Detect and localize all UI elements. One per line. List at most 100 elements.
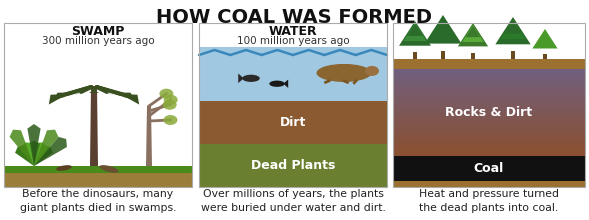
Bar [4,166,192,173]
Bar [199,23,387,47]
Bar [393,68,585,72]
Text: Dead Plants: Dead Plants [251,159,335,172]
Bar [393,100,585,104]
Bar [393,181,585,187]
Bar [393,141,585,144]
Polygon shape [21,142,34,166]
Polygon shape [90,86,98,166]
Bar [393,94,585,98]
Ellipse shape [316,64,372,82]
Ellipse shape [160,89,173,99]
Polygon shape [458,23,488,46]
Text: SWAMP: SWAMP [71,25,125,38]
Polygon shape [536,31,554,45]
Polygon shape [539,31,551,41]
Bar [393,152,585,156]
Bar [393,80,585,84]
Text: Over millions of years, the plants
were buried under water and dirt.: Over millions of years, the plants were … [201,189,385,213]
Bar [199,47,387,101]
Ellipse shape [100,165,119,173]
Bar [393,74,585,78]
Polygon shape [34,145,53,166]
Bar [413,52,417,59]
Bar [471,53,475,59]
Polygon shape [74,90,85,95]
Ellipse shape [164,95,178,105]
Bar [543,54,547,59]
Polygon shape [430,18,456,38]
Bar [393,135,585,139]
Bar [393,156,585,181]
Bar [441,51,445,59]
Polygon shape [462,25,484,42]
Polygon shape [34,137,67,166]
Bar [393,91,585,95]
Polygon shape [52,93,71,101]
Bar [393,132,585,136]
Ellipse shape [163,100,177,110]
Polygon shape [111,91,127,98]
Text: HOW COAL WAS FORMED: HOW COAL WAS FORMED [157,8,432,27]
Polygon shape [495,17,531,44]
Ellipse shape [365,66,379,76]
Polygon shape [121,94,139,104]
Text: 100 million years ago: 100 million years ago [237,36,349,46]
Polygon shape [408,24,423,36]
Ellipse shape [56,165,72,171]
Polygon shape [425,15,461,44]
Text: Heat and pressure turned
the dead plants into coal.: Heat and pressure turned the dead plants… [419,189,559,213]
Bar [393,126,585,130]
Bar [393,88,585,92]
Polygon shape [28,124,41,166]
Bar [393,106,585,110]
Bar [393,103,585,107]
Text: Rocks & Dirt: Rocks & Dirt [445,106,532,119]
Bar [393,123,585,127]
Polygon shape [15,145,34,166]
Bar [393,129,585,133]
Polygon shape [532,29,558,48]
Bar [393,149,585,153]
Polygon shape [103,90,114,95]
Bar [393,59,585,69]
Polygon shape [403,23,426,41]
Polygon shape [49,94,67,104]
Polygon shape [466,26,480,37]
Bar [393,117,585,121]
Polygon shape [434,18,452,32]
Ellipse shape [242,75,260,82]
Bar [393,109,585,112]
Bar [393,97,585,101]
Ellipse shape [164,115,177,125]
Bar [393,143,585,147]
Bar [199,101,387,144]
Polygon shape [238,73,244,83]
Bar [393,146,585,150]
Polygon shape [146,106,152,166]
Bar [4,23,192,187]
Polygon shape [9,130,34,166]
Polygon shape [500,20,526,39]
Polygon shape [61,91,77,98]
Bar [511,51,515,59]
Polygon shape [117,93,135,101]
Polygon shape [283,79,288,88]
Bar [393,77,585,81]
Bar [393,23,585,59]
Bar [4,173,192,187]
Polygon shape [34,130,58,166]
Bar [393,112,585,116]
Bar [393,114,585,118]
Text: Dirt: Dirt [280,116,306,129]
Bar [393,23,585,187]
Text: WATER: WATER [269,25,317,38]
Polygon shape [399,21,431,46]
Polygon shape [34,142,47,166]
Polygon shape [28,141,40,166]
Ellipse shape [269,81,284,87]
Bar [393,85,585,89]
Polygon shape [89,90,99,93]
Bar [393,71,585,75]
Text: Coal: Coal [474,162,504,175]
Bar [393,138,585,141]
